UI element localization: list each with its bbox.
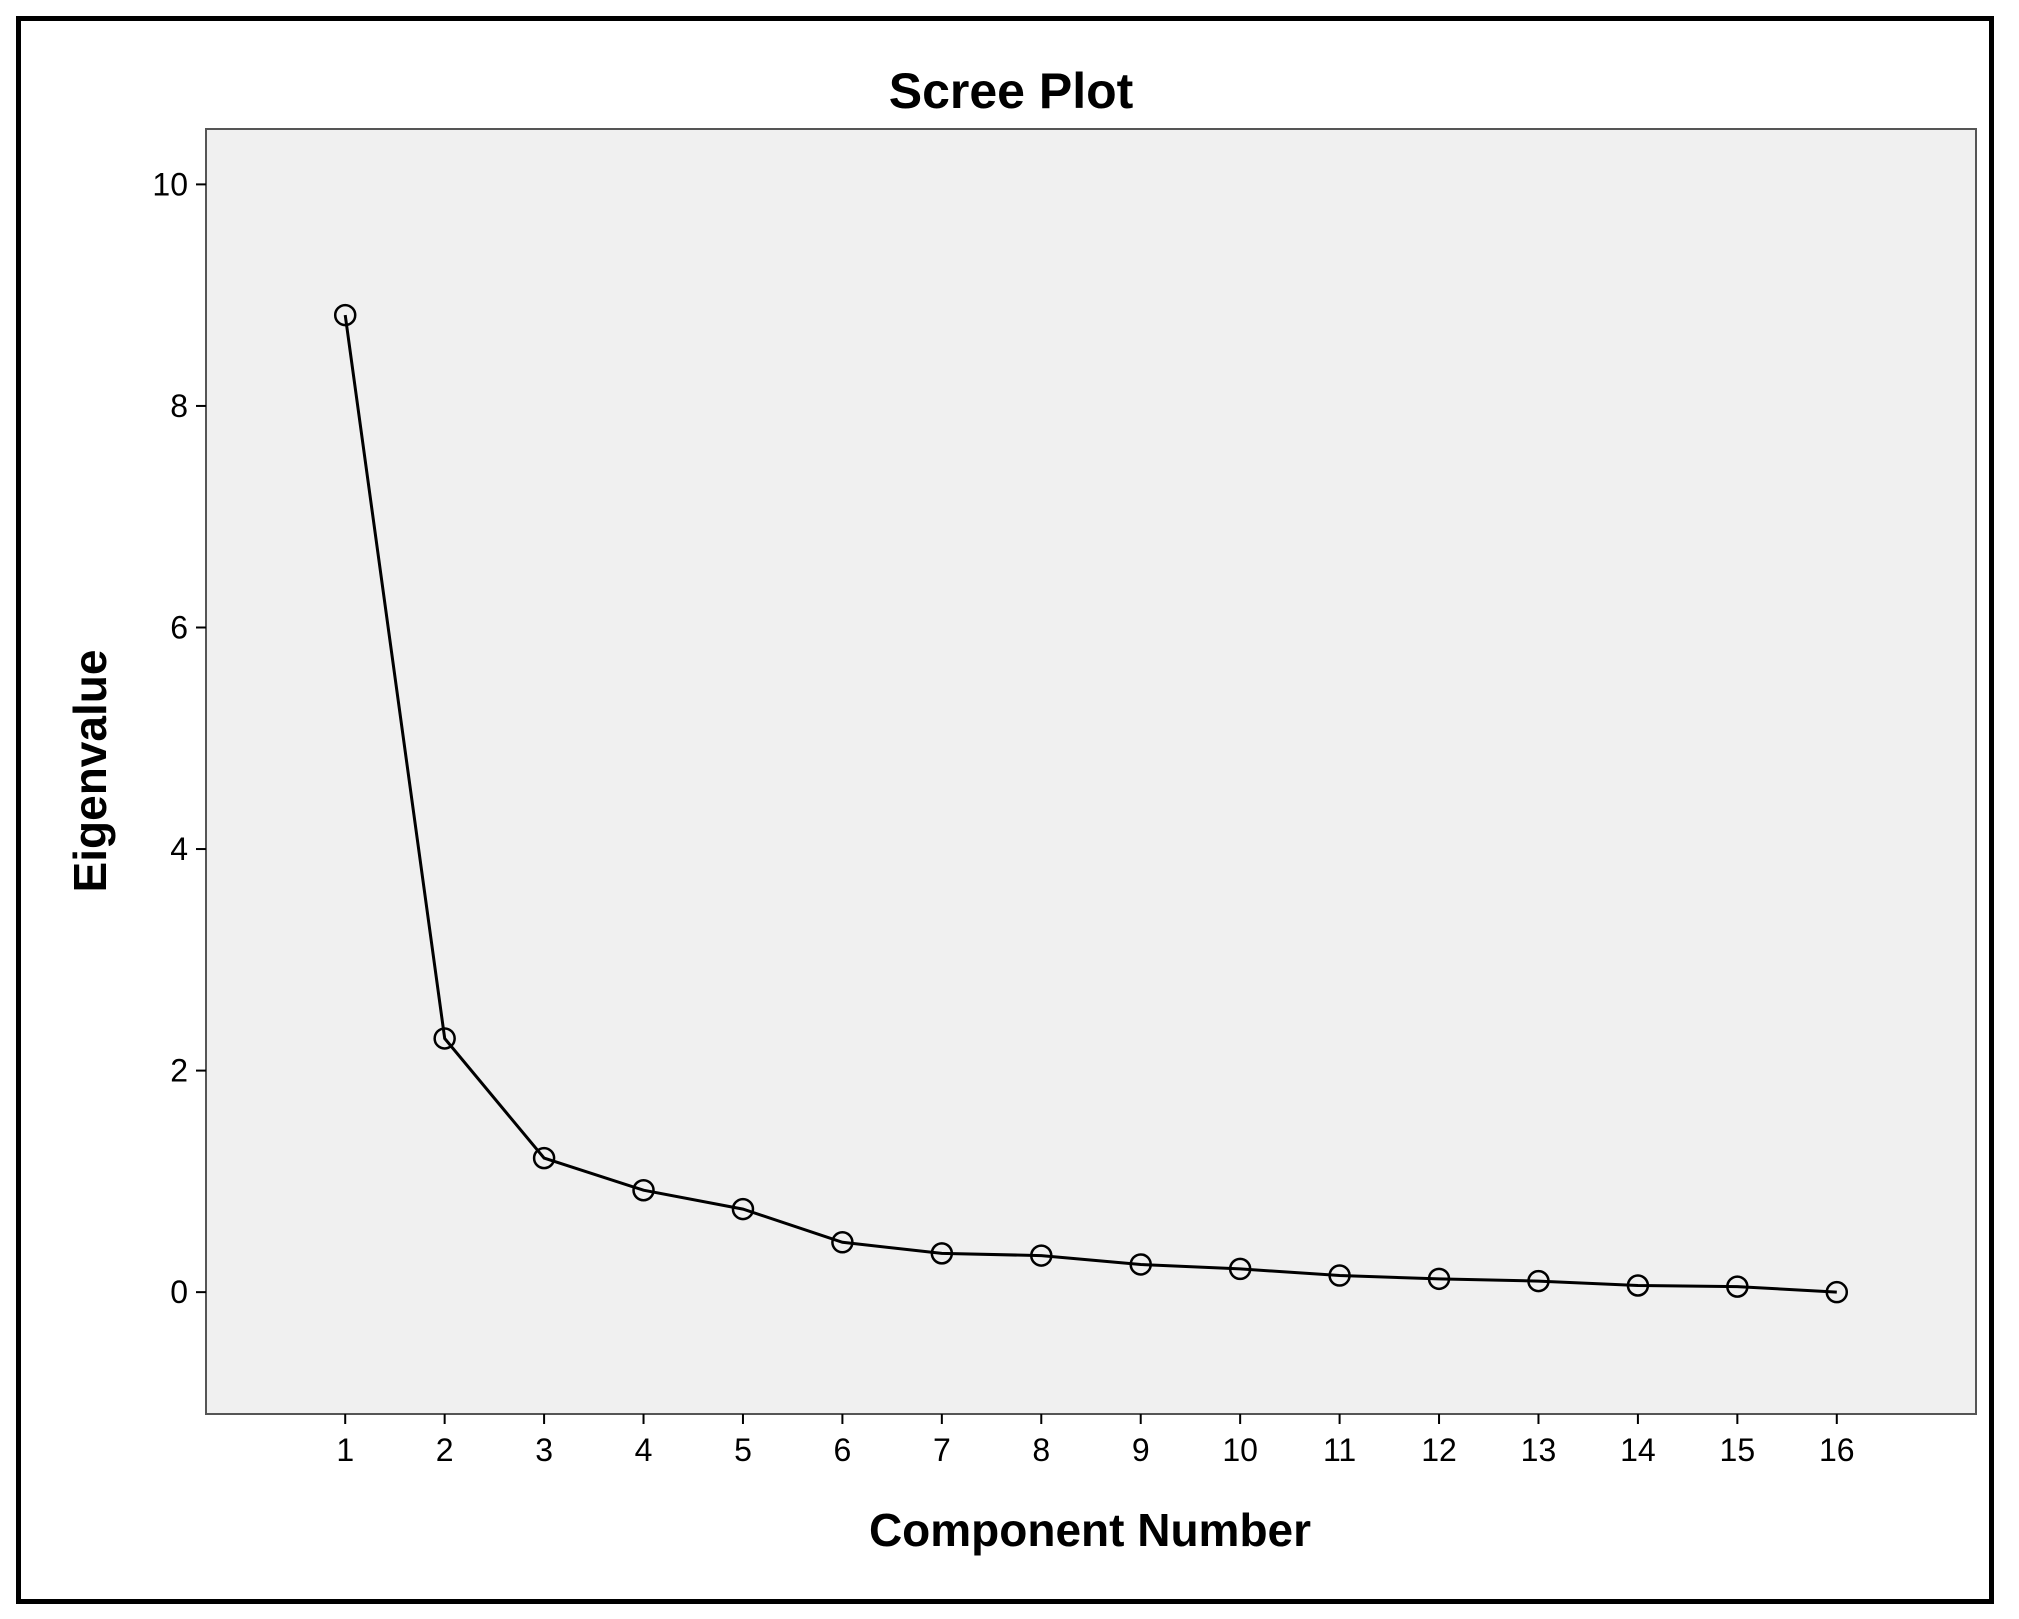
data-point [333, 303, 357, 327]
x-tick-label: 5 [734, 1432, 752, 1468]
x-tick-label: 1 [336, 1432, 354, 1468]
data-point [632, 1178, 655, 1202]
data-point [1726, 1275, 1749, 1298]
x-axis-title: Component Number [869, 1504, 1311, 1556]
data-point [1328, 1264, 1351, 1287]
data-point [1527, 1269, 1550, 1293]
data-point [1825, 1280, 1849, 1304]
x-tick-label: 8 [1032, 1432, 1050, 1468]
data-point [1626, 1274, 1650, 1297]
x-tick-label: 4 [635, 1432, 653, 1468]
data-point [731, 1197, 755, 1221]
x-tick-label: 3 [535, 1432, 553, 1468]
y-tick-label: 6 [170, 609, 188, 645]
x-tick-label: 7 [933, 1432, 951, 1468]
y-tick-label: 2 [170, 1053, 188, 1089]
x-tick-label: 11 [1323, 1432, 1356, 1468]
x-tick-label: 6 [834, 1432, 852, 1468]
data-point [831, 1231, 854, 1254]
y-axis: 0 2 4 6 8 10 [152, 166, 206, 1310]
x-tick-label: 2 [436, 1432, 454, 1468]
data-point [1427, 1267, 1451, 1291]
x-tick-label: 10 [1222, 1432, 1258, 1468]
data-point [1129, 1253, 1152, 1276]
data-point [532, 1146, 556, 1170]
chart-title: Scree Plot [889, 63, 1134, 119]
x-tick-label: 15 [1720, 1432, 1756, 1468]
x-tick-label: 16 [1819, 1432, 1855, 1468]
data-point [930, 1242, 954, 1265]
x-tick-label: 12 [1421, 1432, 1457, 1468]
series-line [343, 314, 1837, 1294]
x-tick-label: 13 [1521, 1432, 1557, 1468]
data-point [433, 1027, 456, 1050]
plot-area [205, 128, 1977, 1415]
y-axis-title: Eigenvalue [64, 650, 116, 893]
y-tick-label: 4 [170, 831, 188, 867]
series-layer [333, 303, 1849, 1304]
data-point [1030, 1244, 1053, 1267]
x-tick-label: 9 [1132, 1432, 1150, 1468]
y-tick-label: 0 [170, 1274, 188, 1310]
x-axis: 1 2 3 4 5 6 7 8 9 10 11 12 13 14 15 16 [336, 1414, 1855, 1468]
y-tick-label: 10 [152, 166, 188, 202]
x-tick-label: 14 [1620, 1432, 1656, 1468]
y-tick-label: 8 [170, 388, 188, 424]
data-point [1228, 1257, 1252, 1281]
